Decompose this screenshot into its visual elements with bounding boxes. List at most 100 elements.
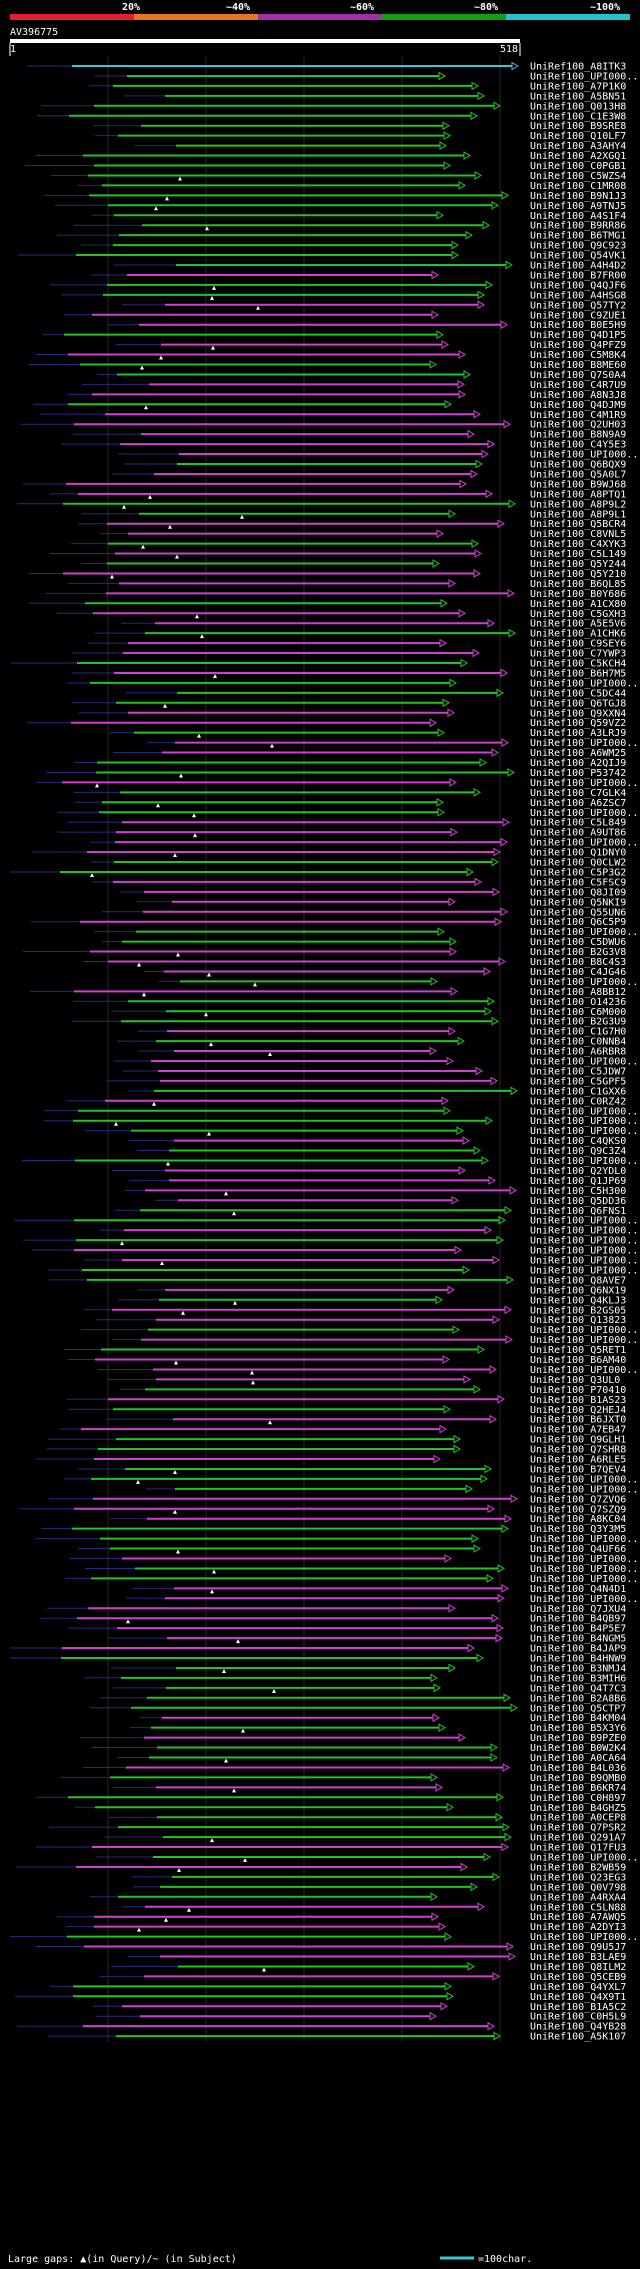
- hit-label-link[interactable]: UniRef100_A7P1K0: [530, 81, 626, 92]
- hit-label-link[interactable]: UniRef100_A0CEP8: [530, 1813, 626, 1824]
- hit-label-link[interactable]: UniRef100_B3MIH6: [530, 1673, 626, 1684]
- hit-label-link[interactable]: UniRef100_B2WB59: [530, 1862, 626, 1873]
- hit-label-link[interactable]: UniRef100_A3LRJ9: [530, 728, 626, 739]
- hit-label-link[interactable]: UniRef100_B9SRE8: [530, 121, 626, 132]
- hit-label-link[interactable]: UniRef100_B8N9A9: [530, 430, 626, 441]
- hit-label-link[interactable]: UniRef100_P53742: [530, 768, 626, 779]
- hit-label-link[interactable]: UniRef100_Q4YB28: [530, 2022, 626, 2033]
- hit-label-link[interactable]: UniRef100_A9UT86: [530, 828, 626, 839]
- hit-label-link[interactable]: UniRef100_B7QEV4: [530, 1464, 626, 1475]
- hit-label-link[interactable]: UniRef100_Q9C3Z4: [530, 1146, 626, 1157]
- hit-label-link[interactable]: UniRef100_Q4N4D1: [530, 1584, 626, 1595]
- hit-label-link[interactable]: UniRef100_Q7SZQ9: [530, 1504, 626, 1515]
- hit-label-link[interactable]: UniRef100_A4HSG8: [530, 290, 626, 301]
- hit-label-link[interactable]: UniRef100_B4KM04: [530, 1713, 626, 1724]
- hit-label-link[interactable]: UniRef100_B2A8B6: [530, 1693, 626, 1704]
- hit-label-link[interactable]: UniRef100_B7FR00: [530, 270, 626, 281]
- hit-label-link[interactable]: UniRef100_UPI000...: [530, 1554, 640, 1565]
- hit-label-link[interactable]: UniRef100_UPI000...: [530, 71, 640, 82]
- hit-label-link[interactable]: UniRef100_Q5Y244: [530, 559, 626, 570]
- hit-label-link[interactable]: UniRef100_C0PGB1: [530, 161, 626, 172]
- hit-label-link[interactable]: UniRef100_UPI000...: [530, 1853, 640, 1864]
- hit-label-link[interactable]: UniRef100_C6M000: [530, 1007, 626, 1018]
- hit-label-link[interactable]: UniRef100_UPI000...: [530, 1116, 640, 1127]
- hit-label-link[interactable]: UniRef100_Q5CEB9: [530, 1972, 626, 1983]
- hit-label-link[interactable]: UniRef100_UPI000...: [530, 1594, 640, 1605]
- hit-label-link[interactable]: UniRef100_A8KC04: [530, 1514, 626, 1525]
- hit-label-link[interactable]: UniRef100_UPI000...: [530, 808, 640, 819]
- hit-label-link[interactable]: UniRef100_UPI000...: [530, 927, 640, 938]
- hit-label-link[interactable]: UniRef100_B1A5C2: [530, 2002, 626, 2013]
- hit-label-link[interactable]: UniRef100_UPI000...: [530, 738, 640, 749]
- hit-label-link[interactable]: UniRef100_B9RR86: [530, 221, 626, 232]
- hit-label-link[interactable]: UniRef100_UPI000...: [530, 678, 640, 689]
- hit-label-link[interactable]: UniRef100_A5K107: [530, 2032, 626, 2043]
- hit-label-link[interactable]: UniRef100_Q13823: [530, 1315, 626, 1326]
- hit-label-link[interactable]: UniRef100_Q9GLH1: [530, 1435, 626, 1446]
- hit-label-link[interactable]: UniRef100_Q6NX19: [530, 1285, 626, 1296]
- hit-label-link[interactable]: UniRef100_A3AHY4: [530, 141, 626, 152]
- hit-label-link[interactable]: UniRef100_Q54VK1: [530, 251, 626, 262]
- hit-label-link[interactable]: UniRef100_C5FSC9: [530, 877, 626, 888]
- hit-label-link[interactable]: UniRef100_Q5NKI9: [530, 897, 626, 908]
- hit-label-link[interactable]: UniRef100_Q013H8: [530, 101, 626, 112]
- hit-label-link[interactable]: UniRef100_B6JXT0: [530, 1415, 626, 1426]
- hit-label-link[interactable]: UniRef100_P70410: [530, 1385, 626, 1396]
- hit-label-link[interactable]: UniRef100_C5P3G2: [530, 867, 626, 878]
- hit-label-link[interactable]: UniRef100_B4JAP9: [530, 1644, 626, 1655]
- hit-label-link[interactable]: UniRef100_UPI000...: [530, 1365, 640, 1376]
- hit-label-link[interactable]: UniRef100_C0NNB4: [530, 1037, 626, 1048]
- hit-label-link[interactable]: UniRef100_UPI000...: [530, 1126, 640, 1137]
- hit-label-link[interactable]: UniRef100_B8C4S3: [530, 957, 626, 968]
- hit-label-link[interactable]: UniRef100_UPI000...: [530, 1335, 640, 1346]
- hit-label-link[interactable]: UniRef100_A8PTQ1: [530, 489, 626, 500]
- hit-label-link[interactable]: UniRef100_B6H7M5: [530, 668, 626, 679]
- hit-label-link[interactable]: UniRef100_C5LN88: [530, 1902, 626, 1913]
- hit-label-link[interactable]: UniRef100_A0CA64: [530, 1753, 626, 1764]
- hit-label-link[interactable]: UniRef100_B2G3V8: [530, 947, 626, 958]
- hit-label-link[interactable]: UniRef100_UPI000...: [530, 450, 640, 461]
- hit-label-link[interactable]: UniRef100_A6ZSC7: [530, 798, 626, 809]
- hit-label-link[interactable]: UniRef100_C5H300: [530, 1186, 626, 1197]
- hit-label-link[interactable]: UniRef100_Q7ZVQ6: [530, 1494, 626, 1505]
- hit-label-link[interactable]: UniRef100_C0H897: [530, 1793, 626, 1804]
- hit-label-link[interactable]: UniRef100_Q291A7: [530, 1833, 626, 1844]
- hit-label-link[interactable]: UniRef100_Q5RET1: [530, 1345, 626, 1356]
- hit-label-link[interactable]: UniRef100_UPI000...: [530, 1932, 640, 1943]
- hit-label-link[interactable]: UniRef100_B5X3Y6: [530, 1723, 626, 1734]
- hit-label-link[interactable]: UniRef100_Q59VZ2: [530, 718, 626, 729]
- hit-label-link[interactable]: UniRef100_UPI000...: [530, 1246, 640, 1257]
- hit-label-link[interactable]: UniRef100_C4XYK3: [530, 539, 626, 550]
- hit-label-link[interactable]: UniRef100_UPI000...: [530, 977, 640, 988]
- hit-label-link[interactable]: UniRef100_B0Y686: [530, 589, 626, 600]
- hit-label-link[interactable]: UniRef100_Q4T7C3: [530, 1683, 626, 1694]
- hit-label-link[interactable]: UniRef100_UPI000...: [530, 1236, 640, 1247]
- hit-label-link[interactable]: UniRef100_Q0V798: [530, 1882, 626, 1893]
- hit-label-link[interactable]: UniRef100_B8ME60: [530, 360, 626, 371]
- hit-label-link[interactable]: UniRef100_B3LAE9: [530, 1952, 626, 1963]
- hit-label-link[interactable]: UniRef100_Q9XXN4: [530, 708, 626, 719]
- hit-label-link[interactable]: UniRef100_Q7SHR8: [530, 1445, 626, 1456]
- hit-label-link[interactable]: UniRef100_UPI000...: [530, 1256, 640, 1267]
- hit-label-link[interactable]: UniRef100_UPI000...: [530, 1216, 640, 1227]
- hit-label-link[interactable]: UniRef100_C1G7H0: [530, 1027, 626, 1038]
- hit-label-link[interactable]: UniRef100_UPI000...: [530, 1325, 640, 1336]
- hit-label-link[interactable]: UniRef100_A8BB12: [530, 987, 626, 998]
- hit-label-link[interactable]: UniRef100_B4QB97: [530, 1614, 626, 1625]
- hit-label-link[interactable]: UniRef100_Q4PFZ9: [530, 340, 626, 351]
- hit-label-link[interactable]: UniRef100_C1GXX6: [530, 1086, 626, 1097]
- hit-label-link[interactable]: UniRef100_Q0CLW2: [530, 858, 626, 869]
- hit-label-link[interactable]: UniRef100_Q2YDL0: [530, 1166, 626, 1177]
- hit-label-link[interactable]: UniRef100_C4R7U9: [530, 380, 626, 391]
- hit-label-link[interactable]: UniRef100_B6QL85: [530, 579, 626, 590]
- hit-label-link[interactable]: UniRef100_Q4D1P5: [530, 330, 626, 341]
- hit-label-link[interactable]: UniRef100_C1E3W8: [530, 111, 626, 122]
- hit-label-link[interactable]: UniRef100_C0RZ42: [530, 1096, 626, 1107]
- hit-label-link[interactable]: UniRef100_Q9U5J7: [530, 1942, 626, 1953]
- hit-label-link[interactable]: UniRef100_UPI000...: [530, 1156, 640, 1167]
- hit-label-link[interactable]: UniRef100_C0H5L9: [530, 2012, 626, 2023]
- hit-label-link[interactable]: UniRef100_Q1DNY0: [530, 848, 626, 859]
- hit-label-link[interactable]: UniRef100_B6TMG1: [530, 231, 626, 242]
- hit-label-link[interactable]: UniRef100_A5E5V6: [530, 619, 626, 630]
- hit-label-link[interactable]: UniRef100_C5L149: [530, 549, 626, 560]
